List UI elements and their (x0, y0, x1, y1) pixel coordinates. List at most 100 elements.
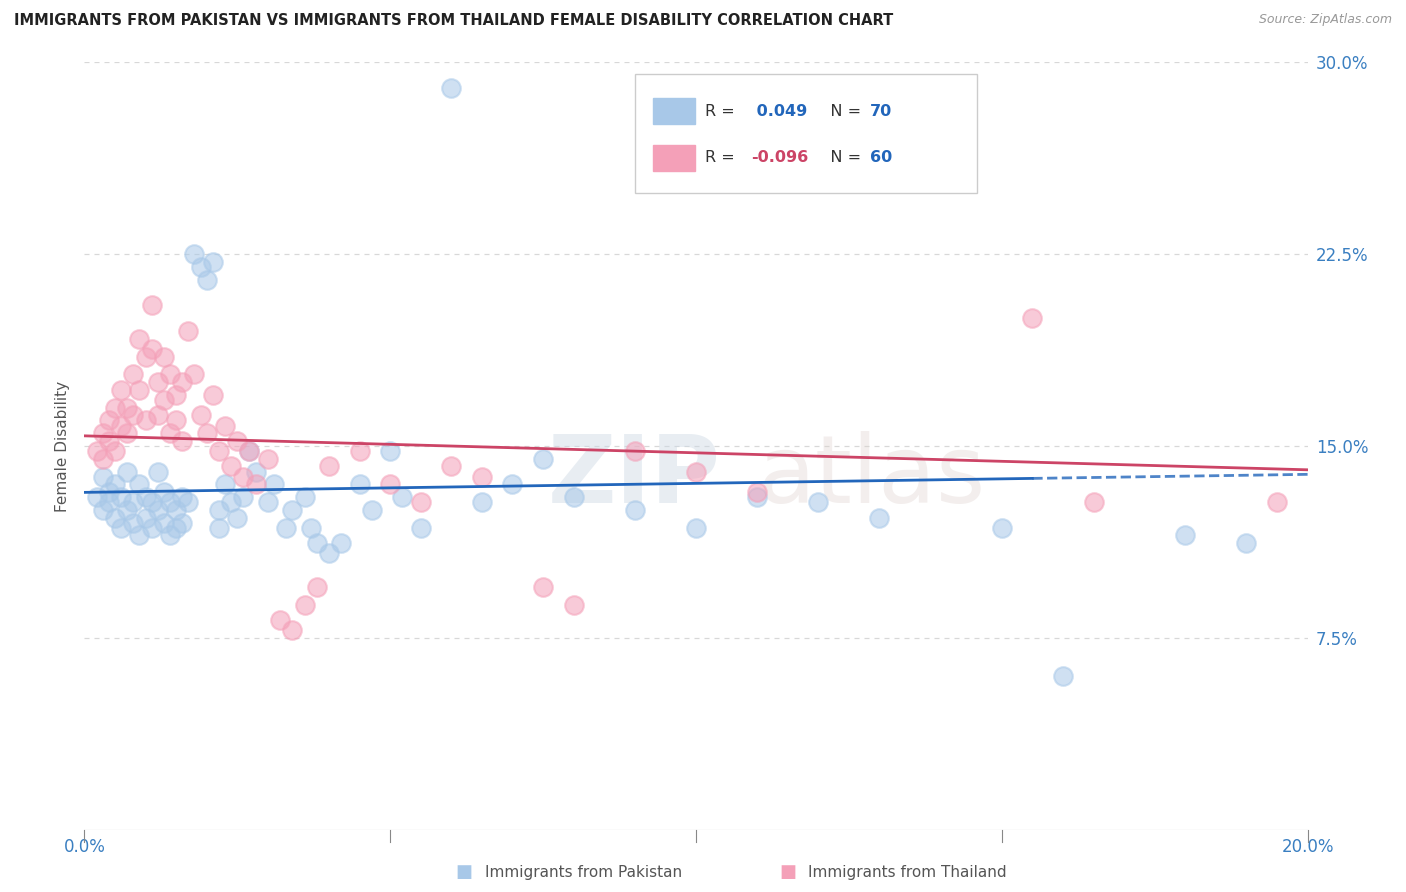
Point (91, 426, 114, 441)
Point (502, 477, 524, 491)
Point (128, 477, 150, 491)
Point (226, 434, 249, 448)
Point (257, 451, 280, 466)
Point (110, 521, 132, 535)
Point (281, 503, 304, 517)
Point (97, 434, 120, 448)
Point (91, 503, 114, 517)
Point (562, 490, 585, 504)
Point (869, 510, 891, 524)
Point (159, 528, 181, 542)
Point (153, 485, 176, 500)
Point (190, 409, 212, 423)
Text: R =: R = (704, 103, 740, 119)
Point (294, 490, 316, 504)
Point (1083, 495, 1105, 509)
Y-axis label: Female Disability: Female Disability (55, 380, 70, 512)
Point (172, 375, 194, 389)
Point (281, 623, 304, 637)
Point (531, 451, 554, 466)
Point (471, 469, 494, 483)
Text: N =: N = (814, 103, 866, 119)
Point (104, 477, 127, 491)
Point (232, 469, 254, 483)
Point (208, 521, 231, 535)
Text: 70: 70 (870, 103, 891, 119)
Point (349, 477, 371, 491)
Point (165, 503, 187, 517)
Text: N =: N = (814, 151, 866, 165)
Point (208, 503, 231, 517)
FancyBboxPatch shape (654, 145, 695, 171)
Point (135, 413, 157, 427)
Text: 60: 60 (870, 151, 891, 165)
Point (1052, 669, 1074, 683)
Point (183, 368, 205, 382)
Point (128, 332, 150, 346)
Point (1265, 495, 1288, 509)
Point (146, 375, 169, 389)
Point (305, 536, 328, 550)
Point (257, 495, 280, 509)
Point (409, 521, 432, 535)
Text: -0.096: -0.096 (751, 151, 808, 165)
Point (146, 465, 169, 479)
Point (172, 490, 194, 504)
Point (153, 516, 176, 530)
Point (330, 536, 353, 550)
Point (201, 388, 224, 402)
Point (318, 546, 340, 560)
Point (135, 350, 157, 364)
Point (165, 388, 187, 402)
Point (122, 368, 145, 382)
Point (159, 495, 181, 509)
Point (391, 490, 413, 504)
Point (991, 521, 1014, 535)
Point (165, 521, 187, 535)
Point (1021, 311, 1043, 326)
Point (214, 477, 236, 491)
Point (685, 521, 707, 535)
Text: atlas: atlas (758, 431, 986, 523)
Point (190, 260, 212, 274)
Point (115, 465, 138, 479)
Point (807, 495, 830, 509)
Text: Immigrants from Pakistan: Immigrants from Pakistan (485, 865, 682, 880)
Point (195, 426, 218, 441)
Point (135, 490, 157, 504)
Point (153, 350, 176, 364)
Point (238, 444, 260, 458)
Point (219, 459, 242, 474)
Point (226, 510, 249, 524)
Point (232, 490, 254, 504)
Point (153, 392, 176, 407)
Point (110, 418, 132, 433)
Point (86, 444, 108, 458)
Text: ■: ■ (779, 863, 796, 881)
Point (104, 401, 127, 415)
Point (86, 490, 108, 504)
Text: IMMIGRANTS FROM PAKISTAN VS IMMIGRANTS FROM THAILAND FEMALE DISABILITY CORRELATI: IMMIGRANTS FROM PAKISTAN VS IMMIGRANTS F… (14, 13, 893, 29)
Point (115, 401, 138, 415)
Point (141, 495, 163, 509)
Point (141, 298, 163, 312)
Text: R =: R = (704, 151, 740, 165)
Point (409, 495, 432, 509)
Point (115, 426, 138, 441)
Point (115, 503, 138, 517)
Point (146, 503, 169, 517)
Point (276, 521, 298, 535)
Point (141, 521, 163, 535)
Point (177, 495, 200, 509)
Point (440, 81, 463, 95)
Point (159, 368, 181, 382)
Point (624, 444, 647, 458)
Point (183, 247, 205, 261)
Point (471, 495, 494, 509)
FancyBboxPatch shape (654, 98, 695, 124)
Point (440, 459, 463, 474)
Point (122, 495, 145, 509)
Point (245, 477, 267, 491)
Text: Source: ZipAtlas.com: Source: ZipAtlas.com (1258, 13, 1392, 27)
Point (219, 495, 242, 509)
